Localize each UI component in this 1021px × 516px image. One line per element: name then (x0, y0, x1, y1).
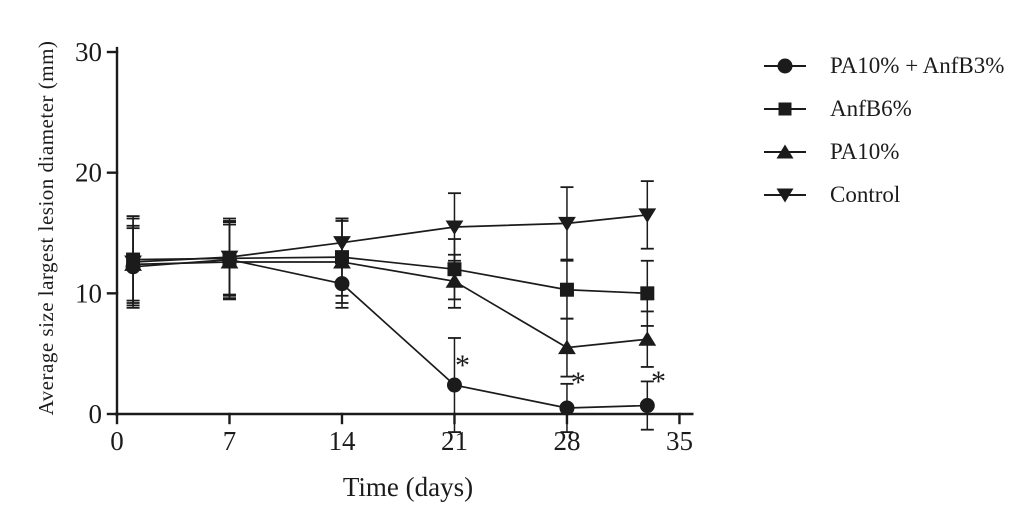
series-square (126, 217, 655, 327)
legend-entry: PA10% + AnfB3% (762, 44, 1004, 87)
asterisk-annotation: * (571, 366, 586, 399)
data-point-circle (446, 377, 462, 393)
data-point-circle (639, 398, 655, 414)
x-tick-label: 7 (223, 426, 237, 456)
triangle-up-marker-icon (764, 144, 806, 158)
data-point-circle (221, 252, 237, 268)
legend-label: AnfB6% (830, 95, 912, 121)
legend-label: PA10% + AnfB3% (830, 52, 1005, 78)
axes (106, 46, 694, 425)
data-point-circle (125, 259, 141, 275)
series-circle (125, 220, 655, 433)
y-tick-label: 0 (89, 399, 103, 429)
legend-entry: PA10% (762, 130, 1004, 173)
circle-marker-icon (764, 58, 806, 73)
series-triangle-up (124, 220, 657, 378)
data-point-triangle-down (445, 220, 464, 235)
data-point-triangle-down (638, 208, 657, 223)
series-line (133, 258, 648, 409)
significance-annotations: * * * (455, 349, 666, 399)
legend: PA10% + AnfB3% AnfB6% PA10% Control (762, 44, 1004, 216)
y-tick-label: 30 (75, 37, 102, 67)
asterisk-annotation: * (455, 349, 470, 382)
series-triangle-down (124, 180, 657, 309)
legend-label: Control (830, 181, 901, 207)
legend-entry: AnfB6% (762, 87, 1004, 130)
x-axis-title: Time (days) (342, 472, 474, 502)
square-marker-icon (764, 102, 806, 115)
legend-label: PA10% (830, 138, 900, 164)
data-point-square (559, 282, 574, 297)
series-line (133, 261, 648, 349)
data-point-triangle-up (558, 339, 576, 355)
series-line (133, 256, 648, 295)
triangle-down-marker-icon (764, 188, 806, 202)
data-point-circle (559, 400, 575, 416)
data-point-square (640, 286, 655, 301)
y-tick-label: 10 (75, 278, 102, 308)
x-tick-label: 35 (666, 426, 693, 456)
data-point-square (447, 262, 462, 277)
x-tick-label: 14 (328, 426, 356, 456)
data-point-triangle-up (638, 331, 657, 346)
legend-entry: Control (762, 173, 1004, 216)
y-axis-title: Average size largest lesion diameter (mm… (34, 40, 58, 416)
asterisk-annotation: * (651, 365, 666, 398)
data-point-triangle-down (558, 216, 576, 232)
data-point-circle (334, 276, 350, 292)
x-tick-label: 0 (110, 426, 124, 456)
y-tick-label: 20 (75, 158, 102, 188)
